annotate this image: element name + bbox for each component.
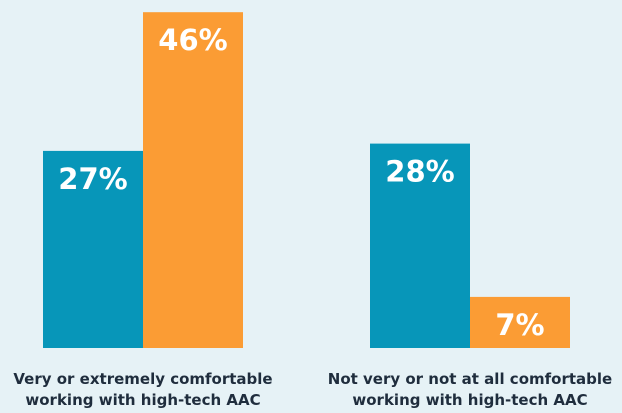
bars-group — [43, 12, 570, 348]
category-label-2-line-2: working with high-tech AAC — [352, 391, 587, 409]
category-label-2-line-1: Not very or not at all comfortable — [328, 370, 612, 388]
category-label-1-line-2: working with high-tech AAC — [25, 391, 260, 409]
value-label-series1-cat1: 27% — [58, 162, 127, 196]
bar-series1-cat2 — [370, 143, 470, 348]
category-labels-group: Very or extremely comfortable working wit… — [13, 370, 612, 409]
value-label-series1-cat2: 28% — [385, 155, 454, 189]
value-label-series2-cat2: 7% — [495, 308, 544, 342]
bar-series1-cat1 — [43, 150, 143, 348]
bar-series2-cat2 — [470, 296, 570, 348]
value-labels-group: 27% 46% 28% 7% — [58, 23, 544, 342]
bar-series2-cat1 — [143, 12, 243, 348]
category-label-1-line-1: Very or extremely comfortable — [13, 370, 272, 388]
value-label-series2-cat1: 46% — [158, 23, 227, 57]
